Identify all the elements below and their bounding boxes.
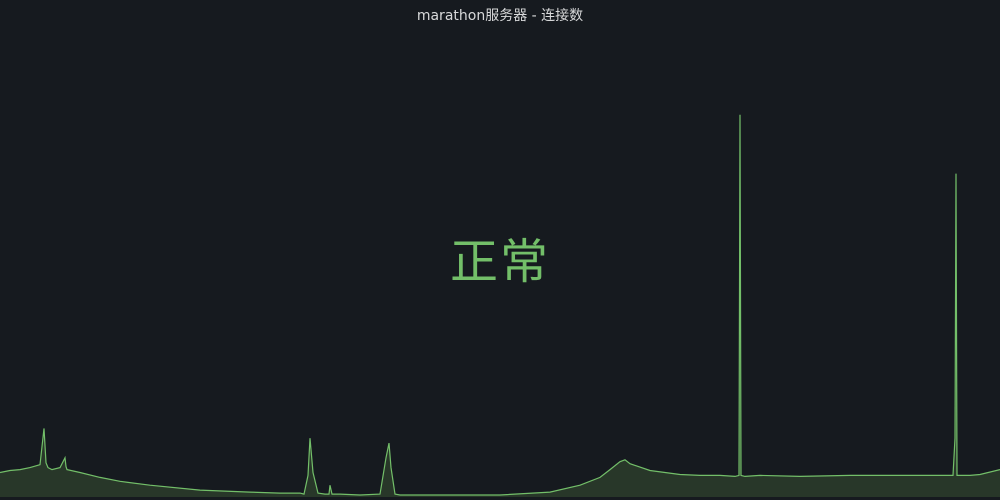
sparkline-series-line <box>0 114 1000 496</box>
stat-value: 正常 <box>449 234 550 290</box>
panel-title[interactable]: marathon服务器 - 连接数 <box>416 8 584 24</box>
sparkline-area <box>0 114 1000 498</box>
